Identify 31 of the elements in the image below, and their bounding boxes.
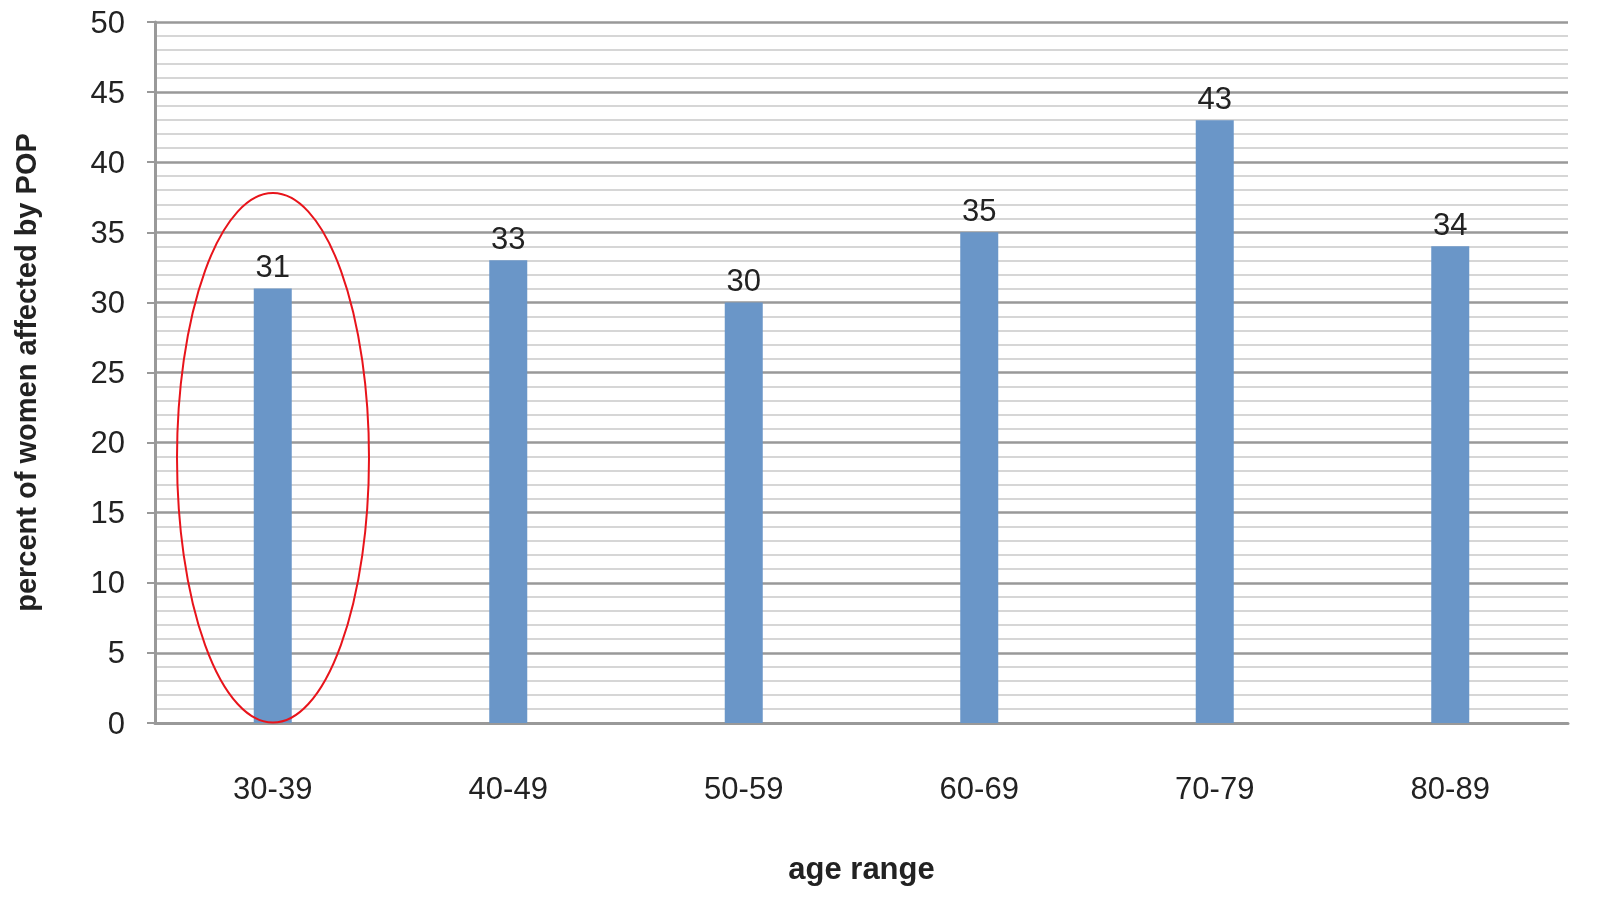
x-tick-label: 70-79 [1175, 771, 1255, 806]
x-tick-label: 40-49 [468, 771, 548, 806]
bar [960, 232, 999, 723]
x-tick-label: 80-89 [1410, 771, 1490, 806]
y-tick-label: 15 [90, 495, 125, 531]
y-tick-label: 10 [90, 565, 125, 601]
y-tick-label: 45 [90, 74, 125, 110]
x-tick-label: 30-39 [233, 771, 313, 806]
y-tick-label: 25 [90, 355, 125, 390]
y-axis-title: percent of women affected by POP [9, 133, 42, 612]
data-label: 35 [962, 193, 997, 229]
y-tick-label: 0 [107, 705, 125, 741]
bar [724, 302, 763, 723]
bar [489, 260, 528, 723]
data-label: 30 [726, 263, 761, 299]
data-label: 34 [1433, 207, 1468, 243]
y-tick-label: 35 [90, 214, 125, 250]
bar [253, 288, 292, 723]
bar [1195, 120, 1234, 723]
data-label: 33 [491, 221, 526, 257]
x-axis-title: age range [788, 851, 935, 886]
y-tick-label: 30 [90, 284, 125, 320]
data-label: 43 [1197, 81, 1232, 117]
y-tick-label: 50 [90, 4, 125, 40]
y-tick-label: 20 [90, 425, 125, 461]
y-tick-label: 40 [90, 144, 125, 180]
data-label: 31 [255, 249, 290, 285]
y-tick-label: 5 [107, 635, 125, 671]
bar [1431, 246, 1470, 723]
x-tick-label: 60-69 [939, 771, 1019, 806]
x-tick-label: 50-59 [704, 771, 784, 806]
